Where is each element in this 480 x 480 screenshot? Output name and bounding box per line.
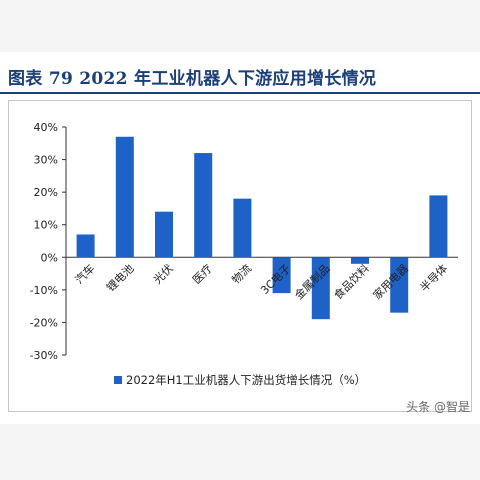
bar-1 xyxy=(115,136,134,258)
y-tick-label: 10% xyxy=(34,219,58,232)
y-tick-label: -10% xyxy=(30,284,58,297)
bar-0 xyxy=(76,234,95,258)
legend-label: 2022年H1工业机器人下游出货增长情况（%） xyxy=(126,373,366,387)
category-label: 食品饮料 xyxy=(331,261,372,302)
bar-5 xyxy=(272,257,291,294)
page-title: 图表 79 2022 年工业机器人下游应用增长情况 xyxy=(8,69,377,89)
y-tick-label: -20% xyxy=(30,316,58,329)
y-tick-label: -30% xyxy=(30,349,58,362)
y-tick-label: 20% xyxy=(34,186,58,199)
title-underline xyxy=(0,92,480,94)
bar-8 xyxy=(390,257,409,313)
bar-4 xyxy=(233,198,252,258)
bar-2 xyxy=(155,211,173,258)
watermark: 头条 @智是 xyxy=(406,400,470,414)
y-tick-label: 40% xyxy=(34,121,58,134)
category-label: 光伏 xyxy=(150,261,175,286)
bar-7 xyxy=(351,257,369,264)
legend-swatch xyxy=(114,376,122,384)
category-label: 半导体 xyxy=(417,261,450,294)
category-label: 物流 xyxy=(229,261,254,286)
y-tick-label: 30% xyxy=(34,154,58,167)
bar-9 xyxy=(429,195,448,258)
bar-3 xyxy=(194,153,213,258)
category-label: 医疗 xyxy=(190,261,215,286)
bar-6 xyxy=(311,257,330,320)
category-label: 汽车 xyxy=(72,261,97,286)
category-label: 锂电池 xyxy=(103,261,136,294)
y-tick-label: 0% xyxy=(41,251,58,264)
